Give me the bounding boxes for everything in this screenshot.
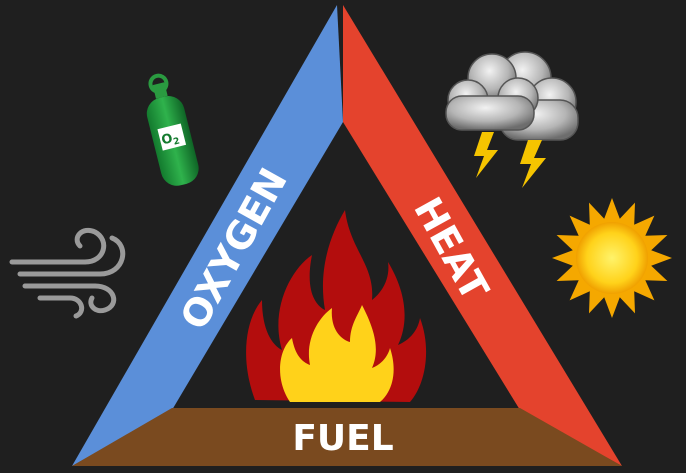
cylinder-handle [148,73,169,94]
wind-stroke [17,235,126,277]
sun-disc [576,222,648,294]
fuel-label: FUEL [292,418,393,459]
lightning [474,132,498,178]
cylinder-label: O2 [160,129,181,150]
storm-icon [445,51,579,188]
wind-icon [9,228,126,319]
sun-icon [552,198,672,318]
wind-stroke [9,228,107,265]
cloud-front [445,53,539,131]
cylinder-symbol: O [160,131,174,148]
wind-stroke [22,283,117,314]
lightning [520,140,546,188]
oxygen-cylinder: O2 [146,73,199,186]
flame-inner [280,305,394,402]
wind-stroke [37,295,85,319]
fuel-base [72,408,622,466]
oxygen-side [72,5,343,466]
heat-side [343,5,622,466]
cylinder-subscript: 2 [172,136,180,147]
cylinder-tag [157,123,187,151]
